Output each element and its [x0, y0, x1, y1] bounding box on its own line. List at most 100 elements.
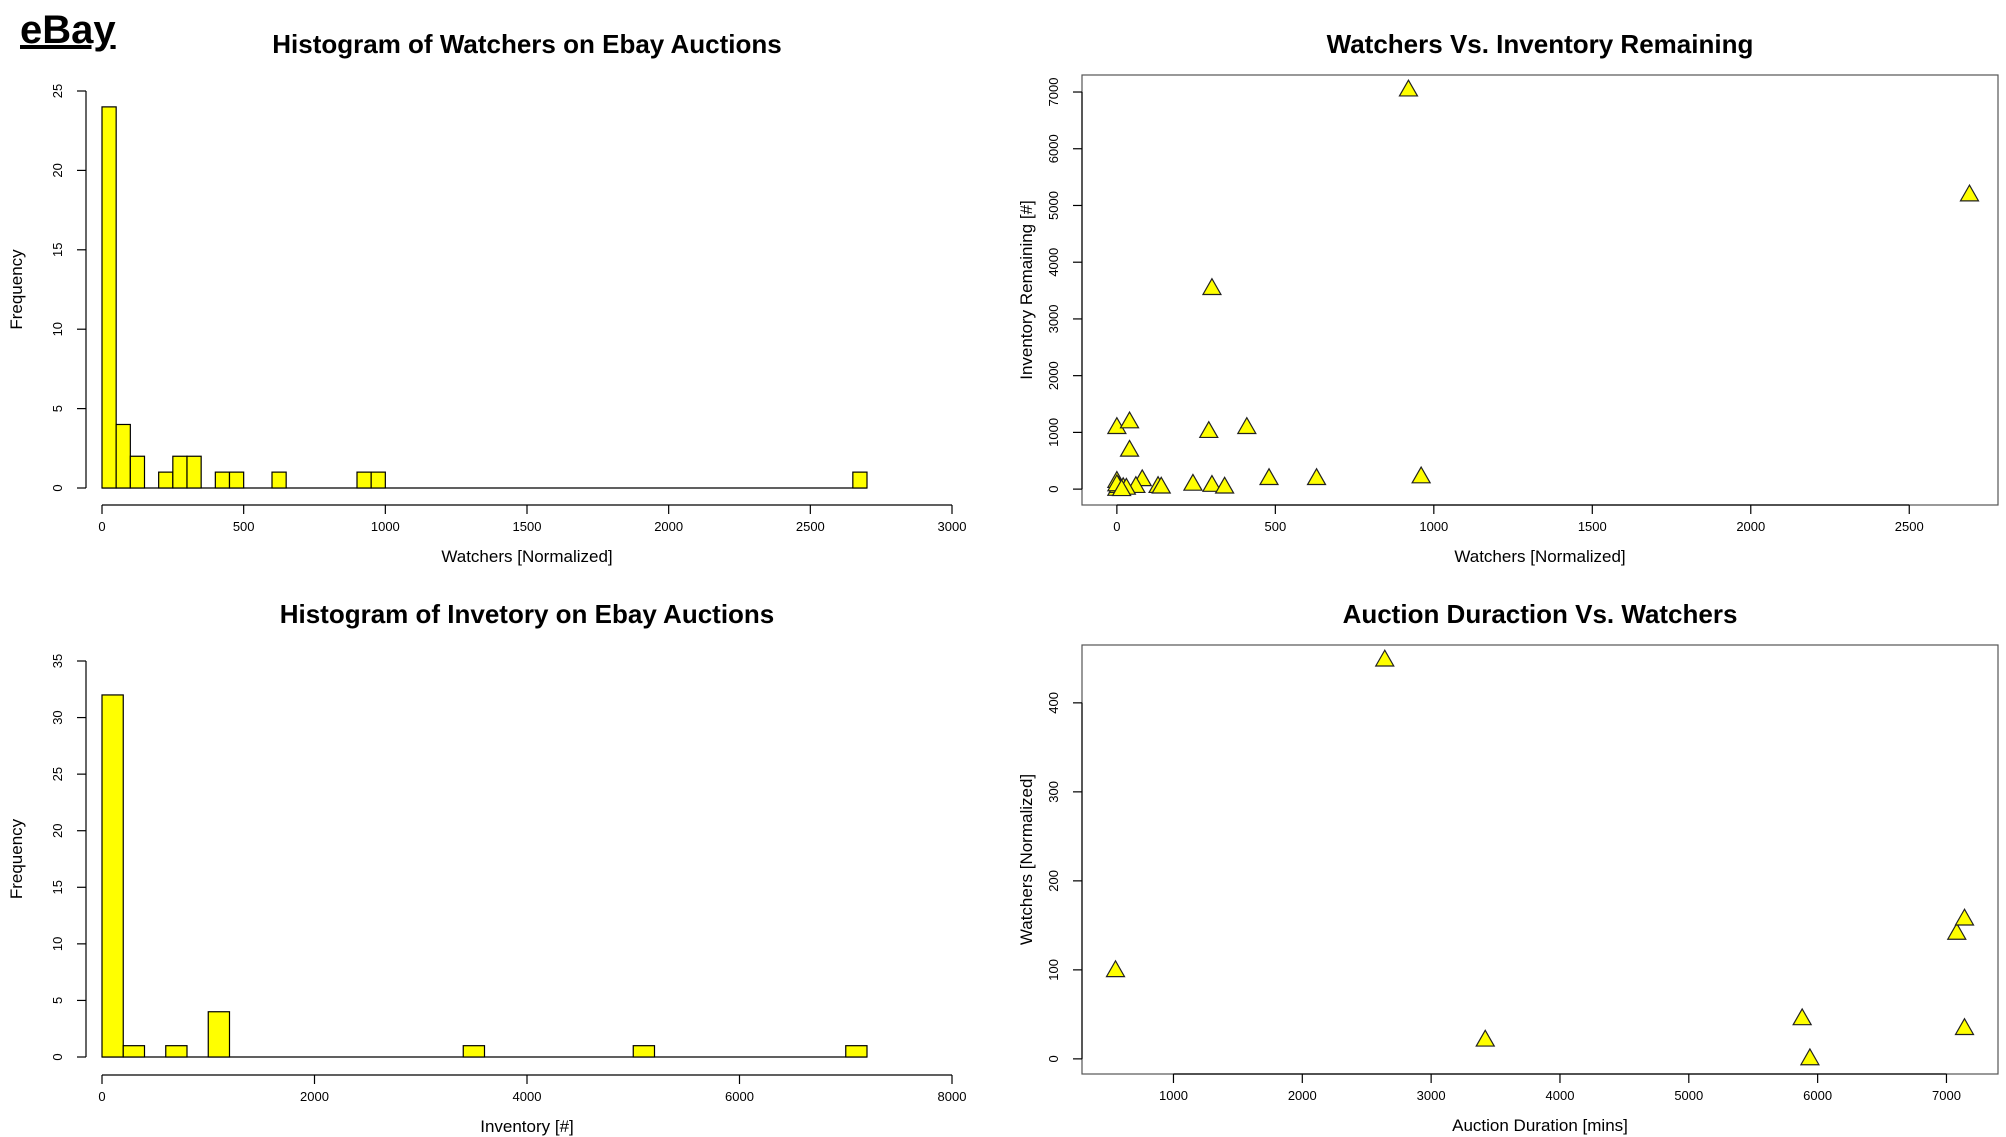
histogram-bar: [101, 694, 124, 1058]
x-tick-label: 2000: [654, 519, 683, 534]
watchers-vs-inventory-scatter: Watchers Vs. Inventory Remaining 0 500 1000…: [1017, 29, 1999, 566]
scatter-point: [1799, 1047, 1820, 1066]
x-axis-label: Inventory [#]: [480, 1117, 574, 1136]
y-axis-label: Inventory Remaining [#]: [1017, 200, 1036, 380]
x-tick-label: 1500: [513, 519, 542, 534]
y-tick-label: 5: [50, 405, 65, 412]
y-tick-label: 15: [50, 243, 65, 257]
x-tick-label: 4000: [1546, 1088, 1575, 1103]
scatter-point: [1119, 439, 1140, 457]
y-tick-label: 3000: [1046, 304, 1061, 333]
plot-frame: [1081, 74, 1999, 506]
histogram-bar: [158, 471, 174, 489]
x-tick-label: 7000: [1932, 1088, 1961, 1103]
histogram-bar: [172, 455, 188, 489]
scatter-point: [1946, 922, 1967, 940]
y-tick-label: 100: [1046, 959, 1061, 981]
scatter-point: [1201, 474, 1222, 492]
histogram-bar: [271, 471, 287, 489]
y-tick-label: 0: [1046, 1055, 1061, 1062]
x-tick-label: 0: [1113, 519, 1120, 534]
scatter-point: [1214, 476, 1235, 494]
y-tick-label: 0: [50, 484, 65, 491]
x-tick-label: 2000: [1736, 519, 1765, 534]
x-axis-label: Auction Duration [mins]: [1452, 1116, 1628, 1135]
y-tick-label: 1000: [1046, 418, 1061, 447]
chart-title: Histogram of Invetory on Ebay Auctions: [280, 599, 775, 629]
plot-frame: [1081, 644, 1999, 1075]
x-tick-label: 4000: [513, 1089, 542, 1104]
histogram-bar: [852, 471, 868, 489]
y-tick-label: 300: [1046, 781, 1061, 803]
y-tick-label: 25: [50, 767, 65, 781]
y-tick-label: 0: [1046, 485, 1061, 492]
x-tick-label: 3000: [938, 519, 967, 534]
x-tick-label: 0: [98, 1089, 105, 1104]
y-tick-label: 35: [50, 654, 65, 668]
y-tick-label: 15: [50, 880, 65, 894]
chart-title: Watchers Vs. Inventory Remaining: [1327, 29, 1754, 59]
y-tick-label: 30: [50, 710, 65, 724]
y-tick-label: 4000: [1046, 248, 1061, 277]
scatter-point: [1198, 420, 1219, 439]
y-tick-label: 0: [50, 1053, 65, 1060]
scatter-point: [1236, 416, 1257, 435]
inventory-histogram: Histogram of Invetory on Ebay Auctions 0 2…: [7, 599, 966, 1136]
y-axis-label: Watchers [Normalized]: [1017, 774, 1036, 945]
histogram-bar: [122, 1045, 146, 1058]
x-tick-label: 500: [1264, 519, 1286, 534]
scatter-point: [1959, 183, 1980, 202]
scatter-point: [1201, 277, 1222, 296]
y-tick-label: 400: [1046, 692, 1061, 714]
y-tick-label: 200: [1046, 870, 1061, 892]
x-tick-label: 500: [233, 519, 255, 534]
x-tick-label: 1000: [1419, 519, 1448, 534]
y-tick-label: 5: [50, 997, 65, 1004]
histogram-bar: [186, 455, 202, 489]
scatter-point: [1411, 465, 1432, 484]
scatter-point: [1306, 467, 1327, 486]
histogram-bar: [101, 106, 117, 489]
scatter-point: [1258, 467, 1280, 486]
y-tick-label: 2000: [1046, 361, 1061, 390]
ebay-logo-text: eBay: [20, 8, 116, 52]
scatter-point: [1374, 649, 1395, 667]
scatter-point: [1398, 78, 1419, 97]
histogram-bar: [632, 1045, 656, 1058]
scatter-point: [1954, 908, 1975, 926]
histogram-bar: [214, 471, 231, 489]
y-axis-label: Frequency: [7, 249, 26, 330]
y-axis-label: Frequency: [7, 818, 26, 899]
histogram-bar: [370, 471, 386, 489]
x-tick-label: 5000: [1674, 1088, 1703, 1103]
x-axis-label: Watchers [Normalized]: [1454, 547, 1625, 566]
scatter-point: [1105, 959, 1126, 978]
x-tick-label: 2500: [796, 519, 825, 534]
scatter-point: [1111, 478, 1132, 497]
x-tick-label: 6000: [1803, 1088, 1832, 1103]
scatter-point: [1151, 476, 1172, 494]
scatter-point: [1475, 1029, 1496, 1047]
histogram-bar: [845, 1045, 868, 1058]
y-tick-label: 20: [50, 163, 65, 177]
y-tick-label: 20: [50, 823, 65, 837]
x-axis-label: Watchers [Normalized]: [441, 547, 612, 566]
histogram-bar: [356, 471, 372, 489]
histogram-bar: [207, 1011, 231, 1058]
scatter-point: [1792, 1007, 1813, 1026]
scatter-point: [1182, 473, 1203, 491]
y-tick-label: 10: [50, 322, 65, 336]
histogram-bar: [228, 471, 245, 489]
histogram-bar: [115, 423, 131, 489]
y-tick-label: 25: [50, 84, 65, 98]
x-tick-label: 2500: [1895, 519, 1924, 534]
x-tick-label: 0: [98, 519, 105, 534]
x-tick-label: 8000: [938, 1089, 967, 1104]
x-tick-label: 2000: [1288, 1088, 1317, 1103]
scatter-point: [1954, 1017, 1975, 1036]
x-tick-label: 3000: [1417, 1088, 1446, 1103]
x-tick-label: 1000: [371, 519, 400, 534]
histogram-bar: [462, 1045, 486, 1058]
